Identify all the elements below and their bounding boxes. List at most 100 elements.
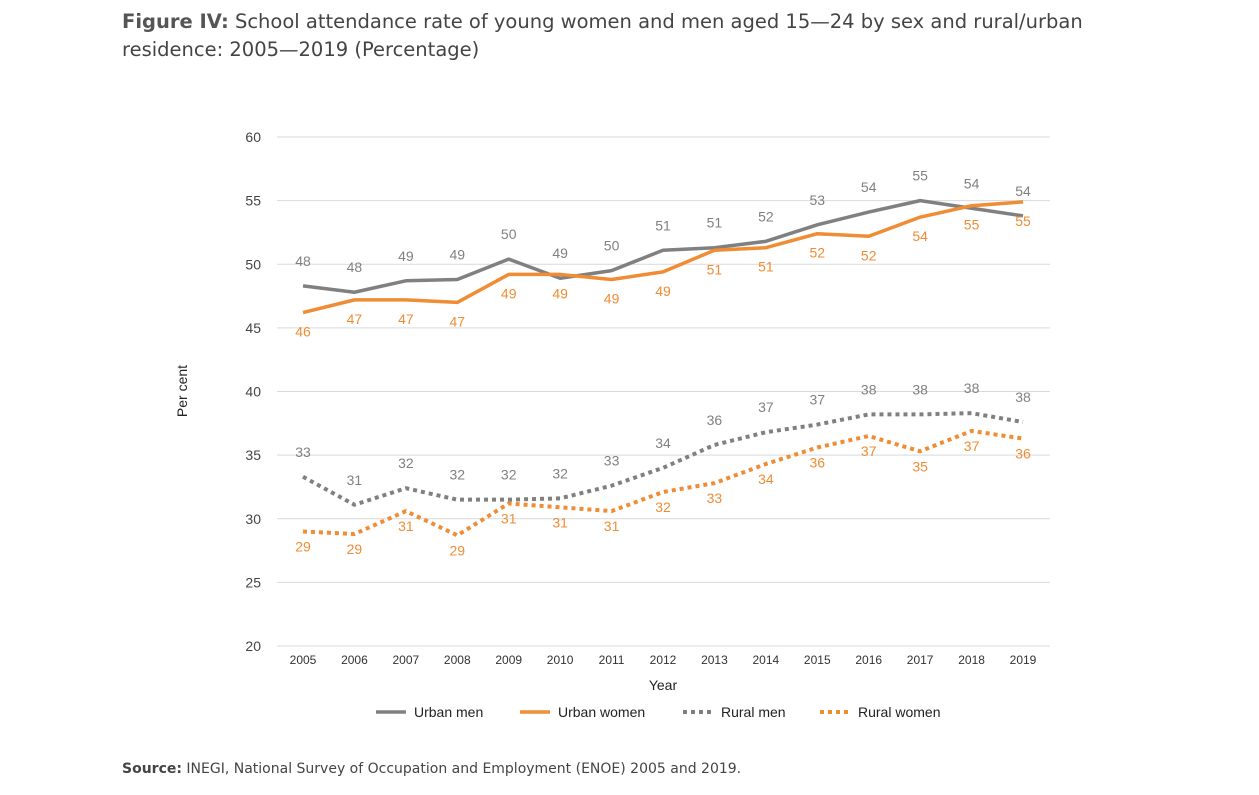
x-tick-label: 2008: [444, 653, 471, 667]
data-label: 36: [809, 454, 825, 470]
x-axis-ticks: 2005 2006 2007 2008 2009 2010 2011 2012 2013 2014…: [290, 653, 1037, 667]
series-line-rural-men: [302, 411, 1024, 507]
data-label: 29: [449, 542, 465, 558]
data-label: 47: [398, 311, 414, 327]
x-tick-label: 2007: [393, 653, 420, 667]
series-line-urban-men: [302, 198, 1024, 294]
legend-label: Urban men: [414, 704, 483, 720]
data-label: 51: [655, 217, 671, 233]
data-label: 55: [1015, 213, 1031, 229]
legend-label: Rural men: [721, 704, 786, 720]
data-label: 31: [552, 514, 568, 530]
data-label: 54: [964, 175, 980, 191]
data-label: 49: [604, 291, 620, 307]
legend-label: Rural women: [858, 704, 940, 720]
data-label: 36: [707, 412, 723, 428]
source-note: Source: INEGI, National Survey of Occupa…: [122, 761, 741, 777]
data-label: 34: [758, 471, 774, 487]
data-label: 50: [501, 226, 517, 242]
y-tick-label: 25: [245, 574, 261, 590]
data-label: 49: [552, 245, 568, 261]
data-label: 54: [1015, 183, 1031, 199]
data-label: 53: [809, 192, 825, 208]
x-tick-label: 2009: [495, 653, 522, 667]
data-label: 54: [861, 179, 877, 195]
series-line-urban-women: [302, 200, 1024, 315]
data-label: 49: [552, 285, 568, 301]
data-label: 32: [655, 499, 671, 515]
y-tick-label: 55: [245, 193, 261, 209]
data-label: 36: [1015, 446, 1031, 462]
y-axis-label: Per cent: [174, 365, 190, 417]
data-label: 46: [295, 324, 311, 340]
x-tick-label: 2018: [958, 653, 985, 667]
data-label: 33: [604, 453, 620, 469]
data-label: 51: [758, 259, 774, 275]
source-label: Source:: [122, 761, 182, 777]
x-tick-label: 2006: [341, 653, 368, 667]
data-label: 29: [295, 538, 311, 554]
series-line-rural-women: [302, 428, 1024, 538]
data-label: 55: [964, 217, 980, 233]
figure-title: Figure IV: School attendance rate of you…: [122, 8, 1122, 64]
data-label: 37: [861, 443, 877, 459]
data-label: 37: [758, 399, 774, 415]
data-label: 35: [912, 458, 928, 474]
data-label: 31: [347, 472, 363, 488]
data-label: 32: [501, 467, 517, 483]
data-label: 49: [655, 283, 671, 299]
x-tick-label: 2017: [907, 653, 934, 667]
data-label: 54: [912, 228, 928, 244]
data-label: 32: [449, 467, 465, 483]
source-text: INEGI, National Survey of Occupation and…: [186, 761, 742, 777]
x-tick-label: 2013: [701, 653, 728, 667]
y-tick-label: 60: [245, 129, 261, 145]
data-label: 38: [912, 381, 928, 397]
x-tick-label: 2016: [855, 653, 882, 667]
y-axis-ticks: 20 25 30 35 40 45 50 55 60: [245, 129, 261, 654]
legend: Urban men Urban women Rural men Rural women: [376, 704, 940, 720]
data-label: 37: [964, 438, 980, 454]
figure-label: Figure IV:: [122, 10, 229, 33]
data-label: 33: [295, 444, 311, 460]
data-label: 31: [398, 518, 414, 534]
y-tick-label: 35: [245, 447, 261, 463]
data-label: 31: [501, 510, 517, 526]
data-label: 47: [347, 311, 363, 327]
legend-label: Urban women: [558, 704, 645, 720]
data-label: 48: [347, 259, 363, 275]
data-label: 49: [449, 247, 465, 263]
data-label: 51: [707, 261, 723, 277]
data-label: 29: [347, 541, 363, 557]
x-tick-label: 2019: [1010, 653, 1037, 667]
data-label: 38: [1015, 389, 1031, 405]
data-label: 34: [655, 435, 671, 451]
data-label: 52: [809, 245, 825, 261]
x-axis-label: Year: [649, 677, 678, 693]
data-label: 50: [604, 238, 620, 254]
x-tick-label: 2010: [547, 653, 574, 667]
data-label: 51: [707, 215, 723, 231]
x-tick-label: 2011: [599, 653, 625, 667]
data-label: 48: [295, 253, 311, 269]
data-labels: 48 48 49 49 50 49 50 51 51 52 53 54 55 54 54 46 47 47 47 49…: [295, 168, 1031, 559]
data-label: 32: [552, 465, 568, 481]
data-label: 49: [501, 285, 517, 301]
data-label: 38: [964, 380, 980, 396]
x-tick-label: 2014: [753, 653, 780, 667]
x-tick-label: 2012: [650, 653, 677, 667]
data-label: 31: [604, 518, 620, 534]
data-label: 55: [912, 168, 928, 184]
data-label: 52: [861, 247, 877, 263]
data-label: 32: [398, 455, 414, 471]
y-tick-label: 50: [245, 256, 261, 272]
x-tick-label: 2005: [290, 653, 317, 667]
series-lines: [302, 198, 1024, 538]
data-label: 38: [861, 381, 877, 397]
data-label: 37: [809, 392, 825, 408]
figure-title-text: School attendance rate of young women an…: [122, 10, 1083, 61]
data-label: 33: [707, 490, 723, 506]
data-label: 47: [449, 313, 465, 329]
data-label: 52: [758, 208, 774, 224]
